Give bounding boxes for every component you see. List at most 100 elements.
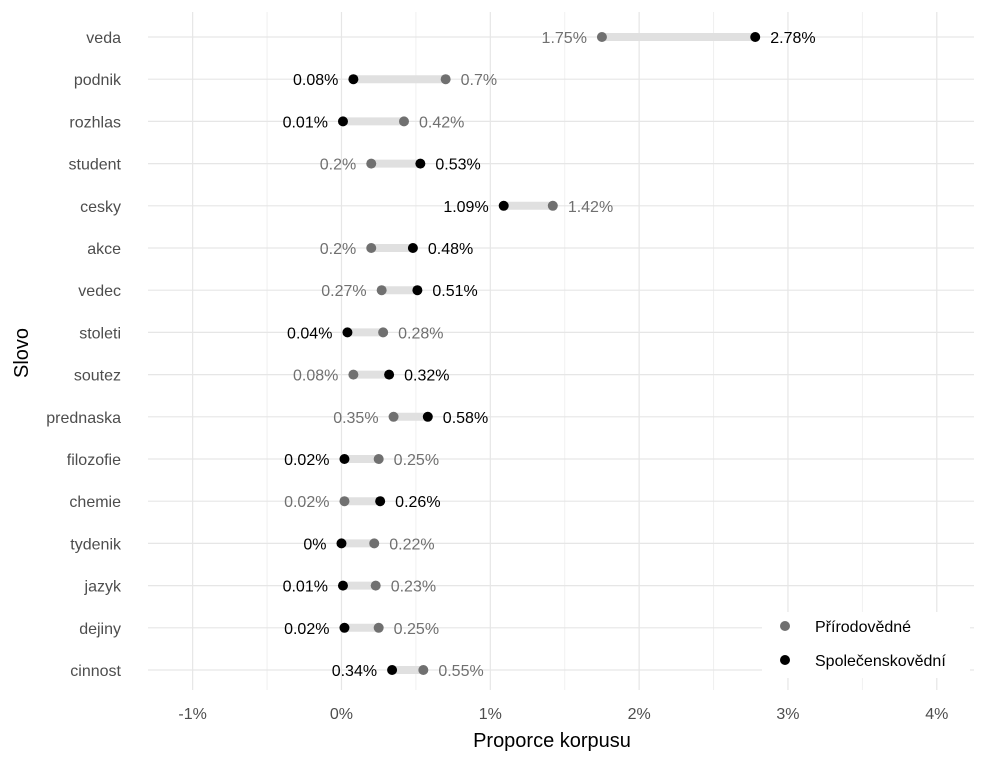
label-spolecenskovedni-chemie: 0.26% xyxy=(395,494,440,511)
data-points xyxy=(336,32,761,675)
point-prirodovedne-rozhlas xyxy=(398,116,409,127)
label-prirodovedne-cesky: 1.42% xyxy=(568,199,613,216)
label-spolecenskovedni-rozhlas: 0.01% xyxy=(283,114,328,131)
point-spolecenskovedni-dejiny xyxy=(339,622,350,633)
point-spolecenskovedni-akce xyxy=(407,243,418,253)
label-spolecenskovedni-akce: 0.48% xyxy=(428,241,473,258)
point-spolecenskovedni-student xyxy=(415,158,426,169)
label-spolecenskovedni-podnik: 0.08% xyxy=(293,72,338,89)
x-tick-label: 0% xyxy=(330,706,353,723)
y-tick-veda: veda xyxy=(86,30,121,47)
y-tick-stoleti: stoleti xyxy=(79,325,121,342)
label-prirodovedne-podnik: 0.7% xyxy=(461,72,497,89)
point-spolecenskovedni-veda xyxy=(750,32,761,42)
point-prirodovedne-prednaska xyxy=(388,411,399,422)
label-prirodovedne-filozofie: 0.25% xyxy=(394,452,439,469)
y-tick-akce: akce xyxy=(87,241,121,258)
x-tick-label: -1% xyxy=(178,706,206,723)
point-spolecenskovedni-vedec xyxy=(412,285,423,296)
y-tick-rozhlas: rozhlas xyxy=(69,114,121,131)
point-spolecenskovedni-jazyk xyxy=(337,580,348,591)
point-spolecenskovedni-stoleti xyxy=(342,327,353,338)
point-prirodovedne-veda xyxy=(596,32,607,42)
point-prirodovedne-dejiny xyxy=(373,622,384,633)
label-spolecenskovedni-cesky: 1.09% xyxy=(443,199,488,216)
legend-key-1 xyxy=(780,655,790,665)
label-prirodovedne-chemie: 0.02% xyxy=(284,494,329,511)
label-prirodovedne-prednaska: 0.35% xyxy=(333,410,378,427)
x-tick-label: 3% xyxy=(776,706,799,723)
legend-label-0: Přírodovědné xyxy=(815,619,911,636)
label-prirodovedne-jazyk: 0.23% xyxy=(391,579,436,596)
y-tick-prednaska: prednaska xyxy=(46,410,121,427)
y-tick-tydenik: tydenik xyxy=(70,536,122,553)
y-tick-student: student xyxy=(69,157,122,174)
label-prirodovedne-tydenik: 0.22% xyxy=(389,536,434,553)
x-axis-title: Proporce korpusu xyxy=(473,730,631,752)
connector-bars xyxy=(341,33,756,674)
y-tick-vedec: vedec xyxy=(78,283,121,300)
point-spolecenskovedni-cesky xyxy=(498,200,509,211)
y-tick-chemie: chemie xyxy=(69,494,121,511)
legend-label-1: Společenskovědní xyxy=(815,653,946,670)
point-prirodovedne-student xyxy=(366,158,377,169)
point-prirodovedne-stoleti xyxy=(378,327,389,338)
x-tick-labels: -1% 0% 1% 2% 3% 4% xyxy=(178,706,948,723)
label-prirodovedne-cinnost: 0.55% xyxy=(438,663,483,680)
legend: Přírodovědné Společenskovědní xyxy=(762,612,970,678)
y-tick-labels: veda podnik rozhlas student cesky akce vedec st… xyxy=(46,30,122,680)
label-spolecenskovedni-prednaska: 0.58% xyxy=(443,410,488,427)
label-spolecenskovedni-tydenik: 0% xyxy=(303,536,326,553)
point-prirodovedne-soutez xyxy=(348,369,359,380)
y-tick-podnik: podnik xyxy=(74,72,122,89)
y-tick-dejiny: dejiny xyxy=(79,621,121,638)
x-tick-label: 4% xyxy=(925,706,948,723)
point-prirodovedne-vedec xyxy=(376,285,387,296)
y-tick-cinnost: cinnost xyxy=(70,663,121,680)
point-prirodovedne-podnik xyxy=(440,74,451,85)
label-prirodovedne-veda: 1.75% xyxy=(542,30,587,47)
grid-lines xyxy=(148,12,974,690)
y-tick-soutez: soutez xyxy=(74,368,121,385)
y-tick-jazyk: jazyk xyxy=(84,579,122,596)
y-axis-title: Slovo xyxy=(11,328,33,378)
point-spolecenskovedni-prednaska xyxy=(422,411,433,422)
label-prirodovedne-rozhlas: 0.42% xyxy=(419,114,464,131)
label-prirodovedne-dejiny: 0.25% xyxy=(394,621,439,638)
x-tick-label: 2% xyxy=(628,706,651,723)
point-prirodovedne-akce xyxy=(366,243,377,253)
point-prirodovedne-chemie xyxy=(339,496,350,507)
legend-key-0 xyxy=(780,621,790,631)
point-spolecenskovedni-chemie xyxy=(375,496,386,507)
point-spolecenskovedni-soutez xyxy=(384,369,395,380)
point-prirodovedne-tydenik xyxy=(369,538,380,549)
y-tick-cesky: cesky xyxy=(80,199,121,216)
point-spolecenskovedni-tydenik xyxy=(336,538,347,549)
point-prirodovedne-jazyk xyxy=(370,580,381,591)
point-prirodovedne-cinnost xyxy=(418,665,429,675)
label-prirodovedne-stoleti: 0.28% xyxy=(398,325,443,342)
point-spolecenskovedni-cinnost xyxy=(387,665,398,675)
label-spolecenskovedni-stoleti: 0.04% xyxy=(287,325,332,342)
x-tick-label: 1% xyxy=(479,706,502,723)
label-prirodovedne-soutez: 0.08% xyxy=(293,368,338,385)
label-spolecenskovedni-jazyk: 0.01% xyxy=(283,579,328,596)
legend-background xyxy=(762,612,970,678)
y-tick-filozofie: filozofie xyxy=(67,452,121,469)
point-prirodovedne-cesky xyxy=(547,200,558,211)
label-spolecenskovedni-cinnost: 0.34% xyxy=(332,663,377,680)
label-spolecenskovedni-student: 0.53% xyxy=(435,157,480,174)
label-spolecenskovedni-filozofie: 0.02% xyxy=(284,452,329,469)
label-prirodovedne-akce: 0.2% xyxy=(320,241,356,258)
label-prirodovedne-student: 0.2% xyxy=(320,157,356,174)
point-prirodovedne-filozofie xyxy=(373,454,384,464)
label-spolecenskovedni-soutez: 0.32% xyxy=(404,368,449,385)
point-spolecenskovedni-rozhlas xyxy=(337,116,348,127)
point-spolecenskovedni-filozofie xyxy=(339,454,350,464)
label-prirodovedne-vedec: 0.27% xyxy=(321,283,366,300)
label-spolecenskovedni-dejiny: 0.02% xyxy=(284,621,329,638)
point-spolecenskovedni-podnik xyxy=(348,74,359,85)
label-spolecenskovedni-veda: 2.78% xyxy=(770,30,815,47)
value-labels: 1.75% 2.78% 0.7% 0.08% 0.42% 0.01% 0.2% 0.53% 1.… xyxy=(283,30,816,680)
